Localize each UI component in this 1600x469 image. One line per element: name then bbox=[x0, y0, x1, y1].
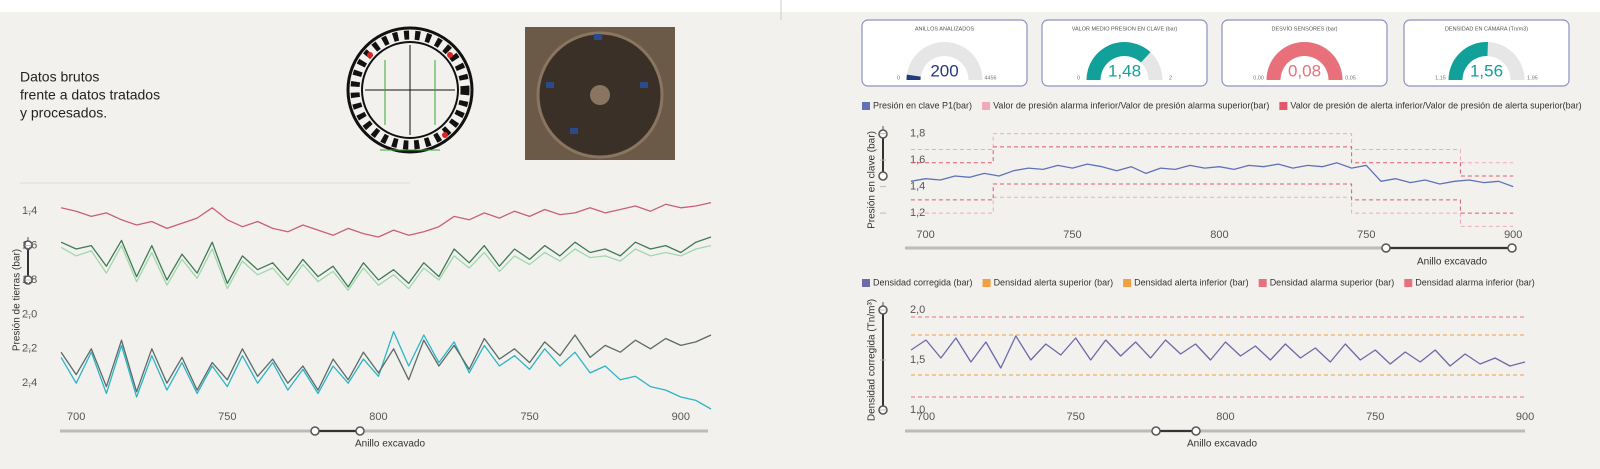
legend-label: Valor de presión alarma inferior/Valor d… bbox=[993, 100, 1269, 110]
legend-label: Densidad corregida (bar) bbox=[873, 277, 973, 287]
legend-label: Densidad alarma inferior (bar) bbox=[1415, 277, 1535, 287]
y-tick-label: 1,4 bbox=[910, 181, 925, 193]
x-tick-label: 700 bbox=[917, 411, 935, 423]
slider-handle bbox=[1151, 426, 1161, 436]
legend-swatch bbox=[1404, 279, 1413, 287]
slider-handle bbox=[1191, 426, 1201, 436]
legend-swatch bbox=[862, 279, 870, 287]
gauge-min: 0 bbox=[897, 75, 900, 81]
y-tick-label: 1,8 bbox=[910, 128, 925, 140]
gauge-max: 0,05 bbox=[1345, 75, 1356, 81]
x-tick-label: 700 bbox=[67, 411, 85, 423]
x-tick-label: 750 bbox=[1063, 229, 1081, 241]
x-tick-label: 900 bbox=[672, 411, 690, 423]
intro-line: Datos brutos bbox=[20, 69, 99, 85]
y-tick-label: 1,0 bbox=[910, 404, 925, 416]
gauge-title: DESVÍO SENSORES (bar) bbox=[1271, 25, 1337, 32]
gauge-value: 200 bbox=[930, 61, 958, 80]
legend-swatch bbox=[862, 102, 870, 110]
x-tick-label: 800 bbox=[369, 411, 387, 423]
legend-label: Presión en clave P1(bar) bbox=[873, 100, 972, 110]
gauge-track bbox=[906, 42, 983, 80]
legend-swatch bbox=[982, 279, 991, 287]
legend-swatch bbox=[1279, 102, 1288, 110]
gauge-max: 4456 bbox=[984, 75, 996, 81]
slider-handle bbox=[878, 171, 888, 181]
slider-handle bbox=[355, 426, 365, 436]
y-tick-label: 1,2 bbox=[910, 207, 925, 219]
intro-line: frente a datos tratados bbox=[20, 87, 160, 103]
threshold-upper bbox=[910, 146, 1514, 177]
y-tick-label: 1,5 bbox=[910, 354, 925, 366]
slider-handle bbox=[1381, 243, 1391, 253]
legend-label: Densidad alarma superior (bar) bbox=[1270, 277, 1395, 287]
gauge-title: ANILLOS ANALIZADOS bbox=[915, 26, 975, 32]
x-tick-label: 800 bbox=[1216, 411, 1234, 423]
gauge-min: 0 bbox=[1077, 75, 1080, 81]
x-tick-label: 900 bbox=[1516, 411, 1534, 423]
ring-diagram bbox=[346, 26, 474, 154]
y-tick-label: 1,6 bbox=[910, 154, 925, 166]
gauge-min: 1,15 bbox=[1435, 75, 1446, 81]
gauge-max: 1,95 bbox=[1527, 75, 1538, 81]
legend-label: Densidad alerta superior (bar) bbox=[994, 277, 1114, 287]
gauge-fill bbox=[1448, 42, 1488, 80]
x-axis-label: Anillo excavado bbox=[355, 439, 425, 450]
data-line bbox=[60, 330, 712, 410]
data-line bbox=[910, 162, 1514, 188]
slider-handle bbox=[310, 426, 320, 436]
x-tick-label: 800 bbox=[1210, 229, 1228, 241]
x-tick-label: 750 bbox=[218, 411, 236, 423]
x-tick-label: 750 bbox=[1357, 229, 1375, 241]
y-axis-label: Densidad corregida (Tn/m³) bbox=[867, 299, 878, 421]
x-tick-label: 750 bbox=[520, 411, 538, 423]
x-tick-label: 700 bbox=[916, 229, 934, 241]
legend-label: Valor de presión de alerta inferior/Valo… bbox=[1290, 100, 1581, 110]
gauge-max: 2 bbox=[1169, 75, 1172, 81]
x-tick-label: 900 bbox=[1504, 229, 1522, 241]
tunnel-photo bbox=[525, 27, 675, 160]
legend-swatch bbox=[1123, 279, 1132, 287]
legend-swatch bbox=[982, 102, 991, 110]
slider-handle bbox=[23, 240, 33, 250]
gauge-fill bbox=[906, 74, 921, 80]
y-tick-label: 2,0 bbox=[910, 304, 925, 316]
gauge-fill bbox=[1086, 41, 1151, 80]
gauge-fill bbox=[1266, 42, 1343, 80]
gauge-title: DENSIDAD EN CÁMARA (Tn/m3) bbox=[1445, 25, 1528, 32]
intro-line: y procesados. bbox=[20, 105, 107, 121]
data-line bbox=[60, 236, 712, 288]
x-tick-label: 750 bbox=[1366, 411, 1384, 423]
y-axis-label: Presión de tierras (bar) bbox=[12, 249, 23, 351]
x-axis-label: Anillo excavado bbox=[1187, 439, 1257, 450]
threshold-lower bbox=[910, 196, 1514, 227]
x-axis-label: Anillo excavado bbox=[1417, 257, 1487, 268]
gauge-value: 0,08 bbox=[1288, 61, 1321, 80]
slider-handle bbox=[1507, 243, 1517, 253]
legend-label: Densidad alerta inferior (bar) bbox=[1134, 277, 1249, 287]
gauge-title: VALOR MEDIO PRESION EN CLAVE (bar) bbox=[1072, 26, 1178, 32]
top-strip bbox=[0, 0, 1600, 12]
gauge-value: 1,48 bbox=[1108, 61, 1141, 80]
x-tick-label: 750 bbox=[1067, 411, 1085, 423]
y-axis-label: Presión en clave (bar) bbox=[867, 131, 878, 229]
data-line bbox=[60, 201, 712, 238]
data-line bbox=[60, 334, 712, 393]
legend-swatch bbox=[1258, 279, 1267, 287]
data-line bbox=[910, 335, 1526, 369]
threshold-lower bbox=[910, 183, 1514, 214]
gauge-value: 1,56 bbox=[1470, 61, 1503, 80]
data-line bbox=[60, 244, 712, 291]
gauge-min: 0,00 bbox=[1253, 75, 1264, 81]
